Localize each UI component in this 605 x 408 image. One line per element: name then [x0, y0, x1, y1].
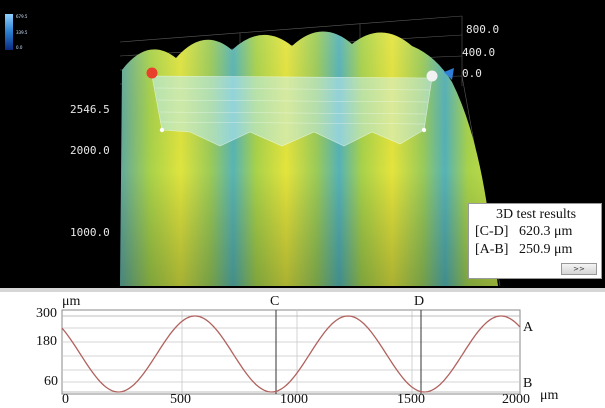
x-tick-label: 500 — [170, 392, 191, 407]
z-axis-label: 0.0 — [462, 67, 482, 80]
pane-splitter[interactable] — [0, 288, 605, 292]
profile-curve — [61, 315, 521, 393]
z-axis-label: 400.0 — [462, 46, 496, 59]
y-tick-label: 180 — [36, 334, 57, 349]
results-title: 3D test results — [495, 207, 577, 222]
x-unit-label: μm — [540, 388, 559, 403]
surface-shading — [120, 31, 498, 287]
marker-point-right[interactable] — [426, 70, 438, 82]
expand-results-button[interactable]: >> — [561, 263, 597, 275]
marker-b-label: B — [523, 376, 533, 391]
y-unit-label: μm — [62, 294, 81, 309]
colorbar-label: 0.0 — [16, 45, 23, 50]
y-axis-label: 1000.0 — [70, 226, 110, 239]
marker-point-left[interactable] — [146, 67, 158, 79]
marker-a-label: A — [523, 320, 534, 335]
y-tick-label: 300 — [36, 306, 57, 321]
result-value: 620.3 μm — [519, 224, 573, 239]
marker-d-label: D — [414, 294, 425, 309]
profile-canvas — [61, 309, 521, 395]
marker-c-label: C — [270, 294, 280, 309]
z-axis-label: 800.0 — [466, 23, 500, 36]
y-axis-label: 2000.0 — [70, 144, 110, 157]
surface-3d-view[interactable]: 679.5 339.5 0.0 800.0 400.0 0.0 2546.5 2… — [0, 0, 605, 288]
x-tick-label: 1000 — [280, 392, 308, 407]
surface-3d-canvas[interactable] — [0, 0, 605, 288]
plane-hatch — [155, 87, 431, 125]
result-value: 250.9 μm — [519, 242, 573, 257]
x-tick-label: 0 — [62, 392, 69, 407]
colorbar — [5, 14, 13, 50]
profile-chart: μm 300 180 60 C D A B 0 500 1000 1500 20… — [0, 292, 605, 408]
axis-arrow — [444, 68, 454, 80]
y-tick-label: 60 — [44, 374, 58, 389]
x-tick-label: 1500 — [397, 392, 425, 407]
x-tick-label: 2000 — [502, 392, 530, 407]
test-results-panel: 3D test results [C-D] 620.3 μm [A-B] 250.9… — [468, 203, 602, 279]
plane-corner-left[interactable] — [159, 127, 165, 133]
result-key: [A-B] — [475, 242, 509, 257]
y-axis-label: 2546.5 — [70, 103, 110, 116]
colorbar-label: 339.5 — [16, 30, 28, 35]
result-row-a-b: [A-B] 250.9 μm — [475, 242, 572, 258]
plane-corner-right[interactable] — [421, 127, 427, 133]
colorbar-label: 679.5 — [16, 14, 28, 19]
grid-lines — [62, 310, 520, 394]
result-key: [C-D] — [475, 224, 509, 239]
result-row-c-d: [C-D] 620.3 μm — [475, 224, 572, 240]
